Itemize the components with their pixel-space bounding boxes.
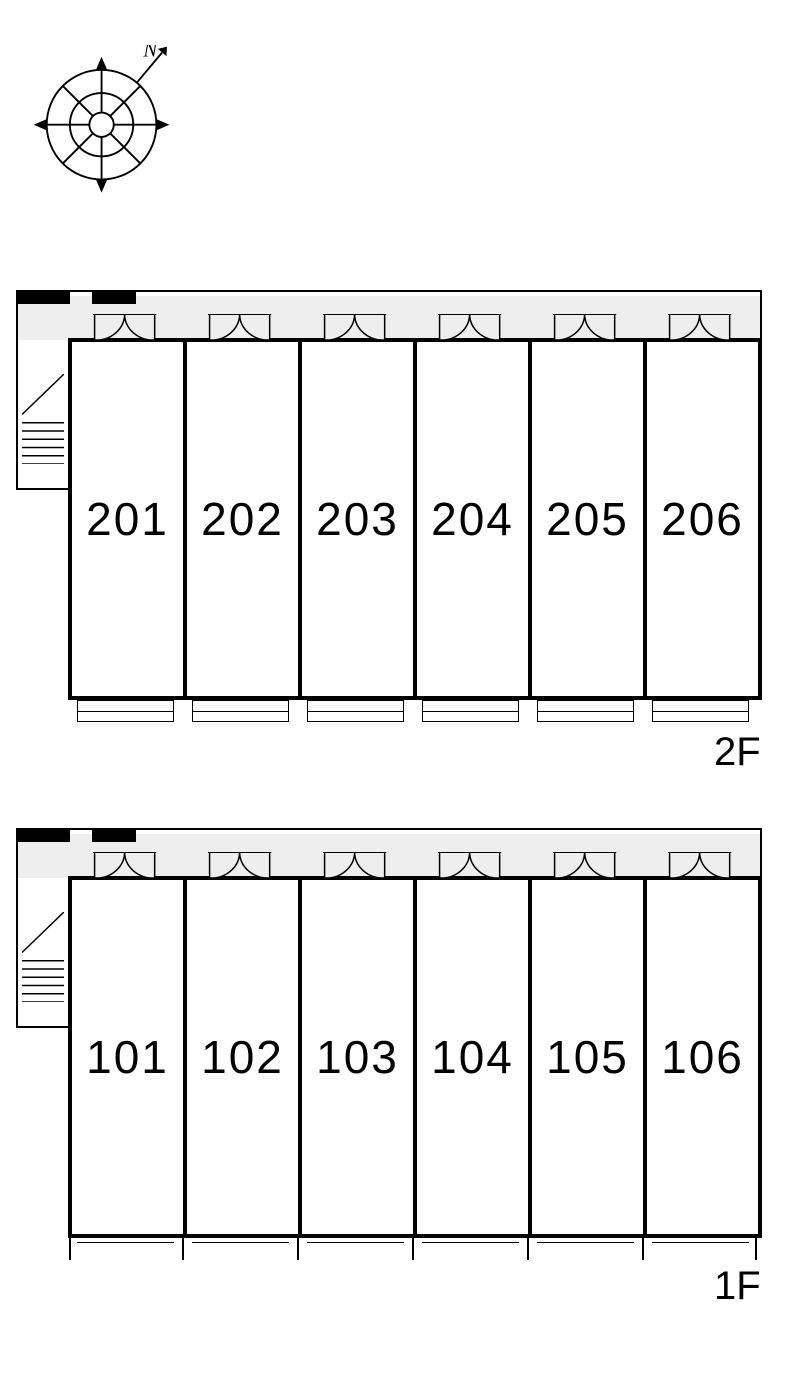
unit-label: 201 — [86, 492, 169, 546]
ground-edge — [652, 1242, 749, 1243]
wall-tick — [642, 1238, 644, 1260]
stairs-icon — [22, 374, 64, 464]
ground-edge — [77, 1242, 174, 1243]
balcony — [422, 700, 519, 722]
door-icon — [668, 314, 731, 340]
wall-tick — [182, 1238, 184, 1260]
unit-cell: 106 — [647, 880, 762, 1234]
door-icon — [438, 314, 501, 340]
wall-tick — [527, 1238, 529, 1260]
unit-cell: 206 — [647, 342, 762, 696]
unit-cell: 101 — [72, 880, 187, 1234]
door-icon — [93, 852, 156, 878]
svg-text:N: N — [142, 45, 158, 61]
unit-cell: 204 — [417, 342, 532, 696]
door-icon — [323, 314, 386, 340]
ground-edge — [192, 1242, 289, 1243]
wall-tick — [69, 1238, 71, 1260]
ground-edge — [537, 1242, 634, 1243]
wall-tick — [297, 1238, 299, 1260]
stairwell-column — [16, 878, 68, 1028]
unit-cell: 202 — [187, 342, 302, 696]
unit-cell: 105 — [532, 880, 647, 1234]
stairs-icon — [22, 912, 64, 1002]
door-icon — [93, 314, 156, 340]
wall-segment — [18, 292, 70, 304]
stairwell-column — [16, 340, 68, 490]
units-row: 101 102 103 104 105 106 — [68, 876, 762, 1238]
ground-edge — [422, 1242, 519, 1243]
unit-label: 106 — [661, 1030, 744, 1084]
unit-label: 204 — [431, 492, 514, 546]
units-row: 201 202 203 204 205 206 — [68, 338, 762, 700]
door-icon — [208, 852, 271, 878]
balcony — [652, 700, 749, 722]
unit-cell: 102 — [187, 880, 302, 1234]
unit-label: 202 — [201, 492, 284, 546]
unit-label: 104 — [431, 1030, 514, 1084]
ground-edge — [307, 1242, 404, 1243]
wall-segment — [92, 830, 136, 842]
wall-segment — [92, 292, 136, 304]
unit-label: 206 — [661, 492, 744, 546]
wall-segment — [18, 830, 70, 842]
balcony — [537, 700, 634, 722]
wall-tick — [755, 1238, 757, 1260]
unit-cell: 205 — [532, 342, 647, 696]
door-icon — [208, 314, 271, 340]
door-icon — [323, 852, 386, 878]
floor-plan: 101 102 103 104 105 106 1F — [16, 828, 762, 1330]
unit-label: 205 — [546, 492, 629, 546]
unit-label: 203 — [316, 492, 399, 546]
balcony — [77, 700, 174, 722]
unit-label: 105 — [546, 1030, 629, 1084]
door-icon — [553, 852, 616, 878]
wall-tick — [412, 1238, 414, 1260]
door-icon — [668, 852, 731, 878]
balcony — [192, 700, 289, 722]
unit-label: 101 — [86, 1030, 169, 1084]
balcony — [307, 700, 404, 722]
unit-cell: 201 — [72, 342, 187, 696]
door-icon — [438, 852, 501, 878]
floor-plan: 201 202 203 204 205 206 2F — [16, 290, 762, 792]
door-icon — [553, 314, 616, 340]
unit-cell: 103 — [302, 880, 417, 1234]
unit-cell: 203 — [302, 342, 417, 696]
compass-icon: N — [30, 45, 210, 195]
unit-label: 103 — [316, 1030, 399, 1084]
floor-label: 1F — [714, 1264, 761, 1309]
unit-label: 102 — [201, 1030, 284, 1084]
floor-label: 2F — [714, 730, 761, 775]
unit-cell: 104 — [417, 880, 532, 1234]
